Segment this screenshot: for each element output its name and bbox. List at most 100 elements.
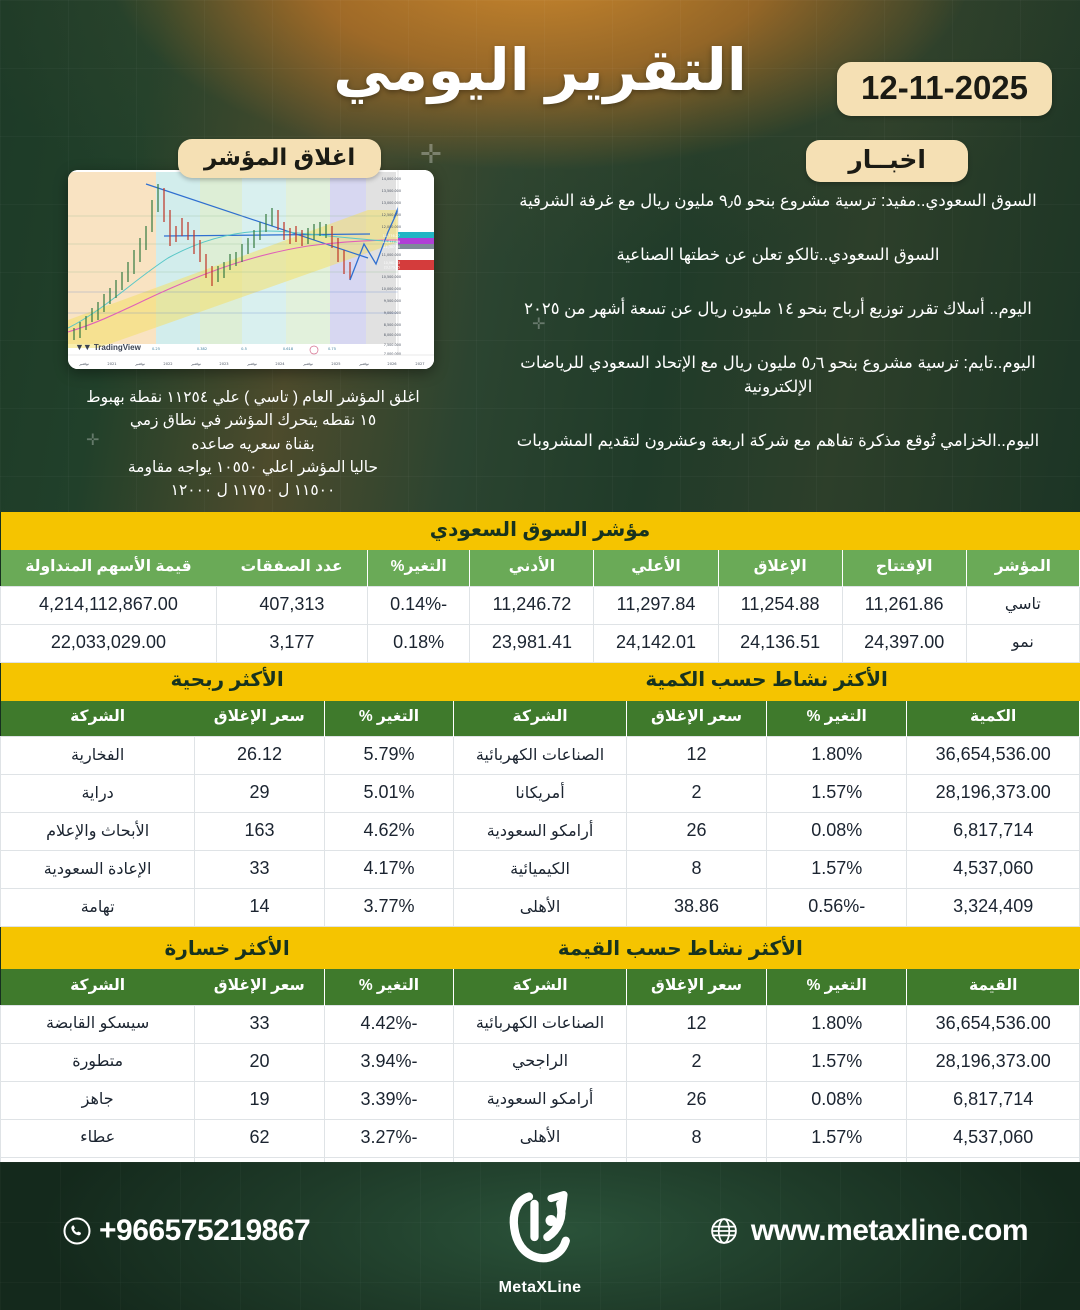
- svg-text:0.25: 0.25: [152, 347, 160, 351]
- svg-text:10,000.000: 10,000.000: [382, 287, 401, 291]
- svg-text:0.75: 0.75: [328, 347, 336, 351]
- band-filler: [906, 931, 1080, 969]
- change: 4.17%: [323, 850, 455, 889]
- index-change: 0.18%: [366, 623, 471, 663]
- news-list: السوق السعودي..مفيد: ترسية مشروع بنحو ٩٫…: [488, 190, 1068, 484]
- index-chart-card: 14,000.000 13,500.000 13,000.000 12,500.…: [68, 170, 434, 369]
- svg-text:0.5: 0.5: [241, 347, 247, 351]
- col-company: الشركة: [453, 700, 627, 737]
- svg-text:نوفمبر: نوفمبر: [246, 362, 257, 366]
- quantity: 6,817,714: [906, 812, 1080, 851]
- change: 0.08%: [766, 812, 908, 851]
- svg-text:11,776.27: 11,776.27: [383, 234, 400, 238]
- company: الصناعات الكهربائية: [453, 1004, 627, 1044]
- chart-badge: اغلاق المؤشر: [178, 139, 382, 178]
- svg-text:نوفمبر: نوفمبر: [134, 362, 145, 366]
- table-row: 6,817,714 0.08% 26 أرامكو السعودية -3.39…: [0, 1080, 1080, 1120]
- close-price: 19: [194, 1080, 325, 1120]
- phone-contact[interactable]: +966575219867: [62, 1214, 311, 1248]
- col-change: التغير%: [367, 550, 471, 586]
- col-change: التغير %: [324, 700, 455, 737]
- metaxline-logo-icon: [509, 1191, 570, 1263]
- news-item: السوق السعودي..مفيد: ترسية مشروع بنحو ٩٫…: [519, 192, 1037, 210]
- traded-value: 36,654,536.00: [906, 1004, 1080, 1044]
- svg-text:2025: 2025: [331, 362, 340, 366]
- svg-text:11,307.00: 11,307.00: [384, 245, 400, 249]
- close-price: 2: [625, 774, 768, 813]
- change: 1.80%: [766, 736, 908, 775]
- index-name: نمو: [965, 623, 1080, 663]
- change: 4.62%: [323, 812, 455, 851]
- page-title: التقرير اليومي: [333, 38, 747, 103]
- company: الكيميائية: [453, 850, 627, 889]
- close-price: 26: [625, 812, 768, 851]
- index-deals: 3,177: [215, 623, 368, 663]
- index-open: 24,397.00: [841, 623, 967, 663]
- company: متطورة: [0, 1042, 196, 1082]
- col-change: التغير %: [766, 700, 908, 737]
- close-price: 38.86: [625, 888, 768, 927]
- svg-text:2026: 2026: [387, 362, 397, 366]
- change: 5.01%: [323, 774, 455, 813]
- website-contact[interactable]: www.metaxline.com: [709, 1214, 1029, 1248]
- quantity: 4,537,060: [906, 850, 1080, 889]
- website-url: www.metaxline.com: [750, 1214, 1029, 1247]
- svg-text:7,000.000: 7,000.000: [384, 352, 401, 356]
- col-open: الإفتتاح: [842, 550, 967, 586]
- change: -0.56%: [766, 888, 908, 927]
- chart-caption-line: ١١٥٠٠ ل ١١٧٥٠ ل ١٢٠٠٠: [170, 482, 336, 499]
- svg-text:10,981.93: 10,981.93: [384, 261, 400, 265]
- market-index-table: مؤشر السوق السعودي المؤشر الإفتتاح الإغل…: [0, 512, 1080, 663]
- svg-text:2022: 2022: [163, 362, 172, 366]
- col-close-price: سعر الإغلاق: [194, 969, 325, 1005]
- change: 1.57%: [766, 774, 908, 813]
- index-low: 23,981.41: [469, 623, 595, 663]
- company: الفخارية: [0, 736, 196, 775]
- change: 1.57%: [766, 850, 908, 889]
- quantity: 36,654,536.00: [906, 736, 1080, 775]
- svg-text:9,500.000: 9,500.000: [384, 299, 401, 303]
- svg-text:12,500.000: 12,500.000: [382, 213, 401, 217]
- svg-text:نوفمبر: نوفمبر: [190, 362, 201, 366]
- table-row: نمو 24,397.00 24,136.51 24,142.01 23,981…: [0, 623, 1080, 663]
- losers-and-value-table: الأكثر نشاط حسب القيمة الأكثر خسارة القي…: [0, 927, 1080, 1196]
- index-open: 11,261.86: [841, 585, 967, 625]
- tradingview-logo-icon: ▼▼: [75, 342, 92, 352]
- close-price: 26.12: [194, 736, 325, 775]
- change: -3.39%: [323, 1080, 455, 1120]
- svg-text:0.618: 0.618: [283, 347, 294, 351]
- company: الصناعات الكهربائية: [453, 736, 627, 775]
- chart-caption: اغلق المؤشر العام ( تاسي ) علي ١١٢٥٤ نقط…: [36, 386, 470, 502]
- date-badge: 12-11-2025: [837, 62, 1052, 116]
- losers-header-row: القيمة التغير % سعر الإغلاق الشركة التغي…: [0, 969, 1080, 1005]
- index-close: 11,254.88: [717, 585, 843, 625]
- company: أرامكو السعودية: [453, 1080, 627, 1120]
- traded-value: 6,817,714: [906, 1080, 1080, 1120]
- svg-text:23,179.05: 23,179.05: [384, 265, 400, 269]
- active-quantity-title: الأكثر نشاط حسب الكمية: [453, 662, 1080, 701]
- svg-text:8,000.000: 8,000.000: [384, 333, 401, 337]
- table-row: 4,537,060 1.57% 8 الأهلى -3.27% 62 عطاء: [0, 1118, 1080, 1158]
- change: 1.80%: [766, 1004, 908, 1044]
- col-deals: عدد الصفقات: [216, 550, 368, 586]
- col-company: الشركة: [0, 700, 195, 737]
- tables-section: مؤشر السوق السعودي المؤشر الإفتتاح الإغل…: [0, 512, 1080, 1196]
- svg-text:2023: 2023: [219, 362, 228, 366]
- change: -4.42%: [323, 1004, 455, 1044]
- tradingview-chart: 14,000.000 13,500.000 13,000.000 12,500.…: [68, 170, 434, 369]
- svg-text:8,500.000: 8,500.000: [384, 323, 401, 327]
- chart-caption-line: بقناة سعريه صاعده: [191, 435, 315, 453]
- col-index: المؤشر: [966, 550, 1080, 586]
- footer-section: +966575219867 MetaXLine www.metaxline.co…: [0, 1162, 1080, 1310]
- close-price: 26: [625, 1080, 768, 1120]
- company: أمريكانا: [453, 774, 627, 813]
- close-price: 62: [194, 1118, 325, 1158]
- losers-title: الأكثر خسارة: [0, 931, 454, 969]
- news-section-badge: اخبــار: [806, 140, 968, 182]
- chart-caption-line: اغلق المؤشر العام ( تاسي ) علي ١١٢٥٤ نقط…: [86, 389, 420, 406]
- change: -3.27%: [323, 1118, 455, 1158]
- table-row: تاسي 11,261.86 11,254.88 11,297.84 11,24…: [0, 585, 1080, 625]
- col-close: الإغلاق: [718, 550, 843, 586]
- whatsapp-icon: [63, 1217, 91, 1245]
- news-item: اليوم..الخزامي تُوقع مذكرة تفاهم مع شركة…: [516, 431, 1040, 450]
